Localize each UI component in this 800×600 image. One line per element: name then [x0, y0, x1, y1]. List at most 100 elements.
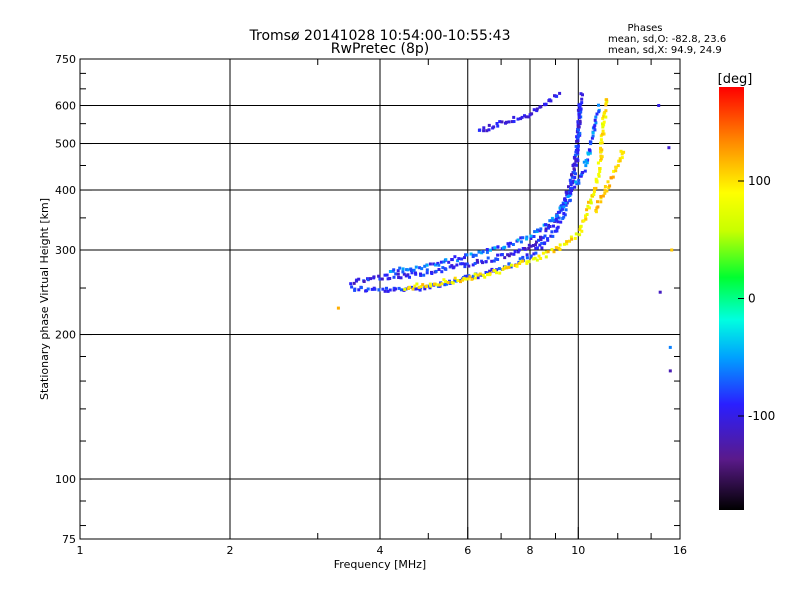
data-point [490, 259, 494, 263]
data-point [488, 269, 492, 273]
data-point [365, 289, 369, 293]
data-point [451, 281, 455, 285]
data-point [503, 256, 507, 260]
data-point [362, 280, 366, 283]
data-point [541, 251, 545, 255]
data-point [359, 286, 363, 290]
data-point [585, 161, 589, 165]
data-point [597, 173, 601, 176]
data-point [471, 263, 475, 267]
data-point [525, 260, 529, 264]
data-point [566, 191, 570, 195]
data-point [544, 227, 548, 231]
data-point [554, 246, 558, 250]
y-tick-labels: 75 100 200 300 400 500 600 750 [55, 53, 92, 546]
data-point [537, 254, 541, 258]
data-point [381, 287, 385, 291]
data-point [599, 157, 603, 161]
data-point [594, 177, 598, 181]
data-point [578, 233, 582, 237]
data-point [485, 250, 489, 254]
data-point [418, 288, 422, 292]
data-point [481, 273, 485, 277]
data-point [594, 210, 598, 214]
x-tick-label: 4 [377, 544, 384, 557]
data-point [599, 141, 603, 145]
data-point [572, 170, 576, 174]
data-point [577, 113, 581, 117]
data-point [593, 118, 597, 122]
data-point [503, 245, 507, 249]
data-point [618, 159, 622, 163]
data-point [408, 285, 411, 289]
data-point [597, 174, 601, 178]
data-point [579, 110, 583, 114]
data-point [533, 230, 537, 234]
data-point [546, 238, 550, 242]
data-point [599, 200, 603, 204]
data-point [525, 253, 529, 257]
data-point [548, 225, 552, 228]
data-point [543, 234, 547, 238]
data-point [570, 186, 574, 190]
data-point [574, 180, 578, 184]
data-point [593, 123, 597, 127]
data-point [620, 152, 624, 156]
data-point [603, 111, 607, 115]
data-point [570, 175, 574, 179]
data-point [473, 272, 477, 276]
data-point [383, 273, 387, 277]
data-point [532, 252, 536, 256]
data-point [578, 122, 582, 126]
data-point [403, 287, 407, 291]
data-point [535, 107, 539, 111]
data-point [556, 225, 560, 229]
data-point [605, 189, 609, 193]
data-point [579, 174, 583, 178]
data-point [578, 131, 582, 135]
data-point [511, 243, 515, 246]
data-point [568, 194, 572, 197]
data-point [457, 257, 461, 261]
data-point [604, 109, 608, 113]
data-point [433, 282, 436, 286]
data-point [570, 237, 574, 241]
data-point [495, 271, 498, 275]
data-point [420, 267, 424, 271]
data-point [536, 228, 539, 232]
data-point [544, 223, 547, 227]
data-point [622, 150, 626, 154]
data-point [529, 244, 533, 248]
data-point [476, 260, 480, 264]
data-point [576, 134, 580, 138]
data-point [574, 150, 578, 154]
data-point [609, 176, 613, 180]
data-point [485, 248, 489, 251]
data-point [619, 149, 623, 153]
data-point [423, 287, 427, 291]
data-point [419, 285, 423, 289]
data-point [602, 120, 606, 124]
data-point [396, 272, 400, 276]
data-point [668, 369, 672, 373]
data-point [564, 200, 568, 204]
data-point [575, 135, 579, 139]
data-point [591, 134, 595, 138]
data-point [594, 115, 598, 119]
data-point [601, 194, 605, 198]
data-point [539, 257, 543, 260]
data-point [423, 264, 427, 268]
data-point [565, 242, 569, 246]
data-point [523, 247, 527, 250]
data-point [578, 119, 582, 123]
data-point [558, 243, 562, 247]
data-point [546, 250, 550, 254]
data-point [489, 248, 492, 252]
data-point [569, 191, 572, 195]
data-point [596, 161, 600, 165]
data-point [573, 176, 577, 179]
data-point [450, 258, 454, 261]
data-point [388, 288, 392, 292]
data-point [582, 219, 586, 223]
data-point [397, 286, 401, 290]
